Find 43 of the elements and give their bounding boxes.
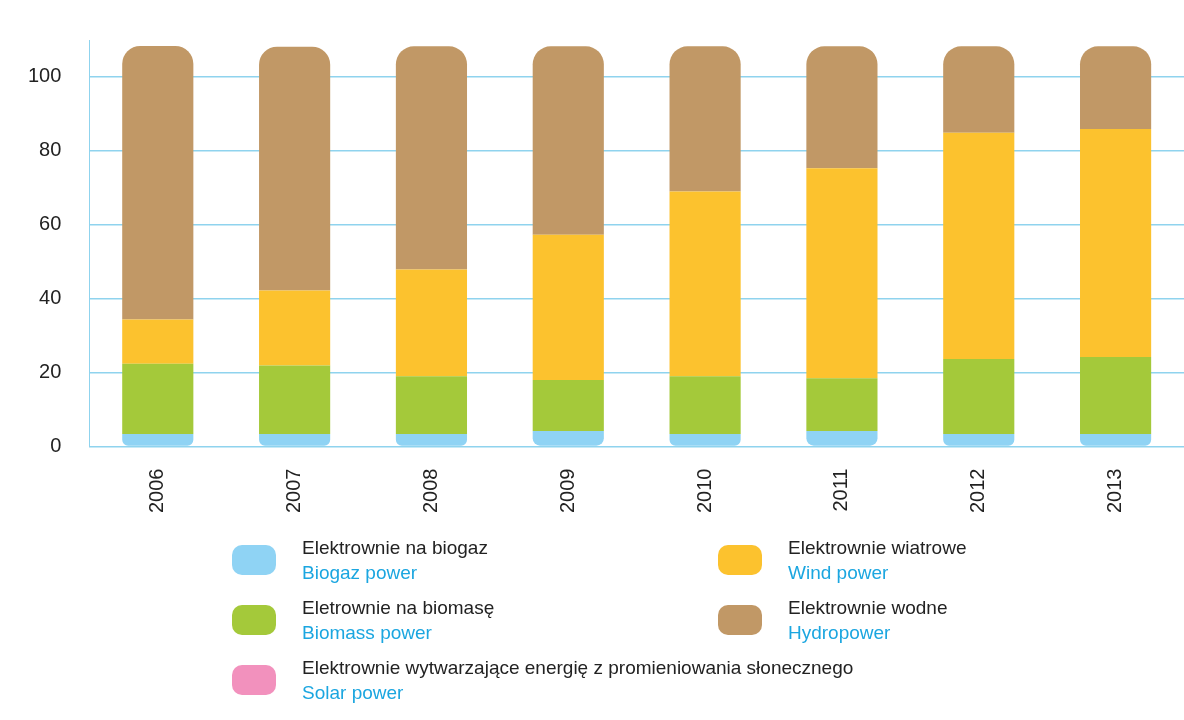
x-tick-label: 2007 xyxy=(282,468,305,514)
bar xyxy=(532,379,604,431)
y-tick-label: 0 xyxy=(50,434,62,457)
bar xyxy=(1080,129,1152,358)
legend-label: Elektrownie wiatrowe Wind power xyxy=(788,536,967,585)
bar xyxy=(1080,357,1152,434)
bar xyxy=(669,191,741,377)
bar xyxy=(395,269,468,377)
y-tick-label: 80 xyxy=(39,138,62,161)
y-tick-label: 20 xyxy=(39,360,62,383)
bar xyxy=(806,168,878,379)
bar xyxy=(943,46,1015,133)
bar xyxy=(943,132,1015,359)
legend-label: Eletrownie na biomasę Biomass power xyxy=(302,596,495,645)
bar xyxy=(395,46,468,270)
x-tick-label: 2006 xyxy=(145,468,168,514)
bar xyxy=(122,363,194,434)
bar xyxy=(259,46,331,291)
legend-label: Elektrownie wytwarzające energię z promieniowania słonecznego Solar power xyxy=(302,656,854,705)
bar xyxy=(395,376,468,434)
bar xyxy=(1080,46,1152,130)
y-tick-label: 60 xyxy=(39,212,62,235)
bar xyxy=(806,378,878,431)
x-tick-label: 2012 xyxy=(966,468,989,514)
bar xyxy=(669,46,741,192)
bar xyxy=(259,365,331,434)
bar xyxy=(532,46,604,235)
legend-label: Elektrownie wodne Hydropower xyxy=(788,596,948,645)
x-tick-label: 2009 xyxy=(555,468,578,514)
bar xyxy=(122,319,194,364)
x-tick-label: 2011 xyxy=(829,468,852,512)
bar xyxy=(806,46,878,169)
bar xyxy=(669,376,741,434)
bar xyxy=(259,290,331,366)
x-tick-label: 2010 xyxy=(692,468,715,514)
x-tick-label: 2008 xyxy=(418,468,441,514)
bar xyxy=(532,234,604,380)
bar xyxy=(122,45,194,320)
legend-label: Elektrownie na biogaz Biogaz power xyxy=(302,536,488,585)
y-tick-label: 100 xyxy=(27,64,62,87)
bar xyxy=(943,358,1015,434)
y-tick-label: 40 xyxy=(39,286,62,309)
x-tick-label: 2013 xyxy=(1103,468,1126,514)
